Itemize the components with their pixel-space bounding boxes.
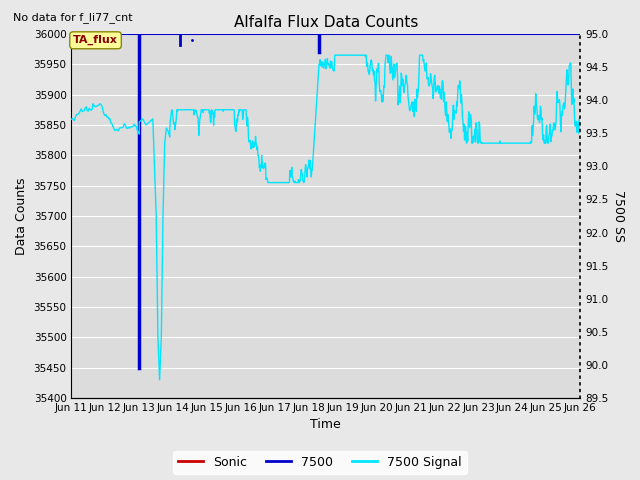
X-axis label: Time: Time (310, 419, 341, 432)
Text: TA_flux: TA_flux (73, 35, 118, 46)
Legend: Sonic, 7500, 7500 Signal: Sonic, 7500, 7500 Signal (173, 451, 467, 474)
Y-axis label: 7500 SS: 7500 SS (612, 190, 625, 242)
Y-axis label: Data Counts: Data Counts (15, 177, 28, 255)
Text: No data for f_li77_cnt: No data for f_li77_cnt (13, 12, 132, 23)
Title: Alfalfa Flux Data Counts: Alfalfa Flux Data Counts (234, 15, 418, 30)
